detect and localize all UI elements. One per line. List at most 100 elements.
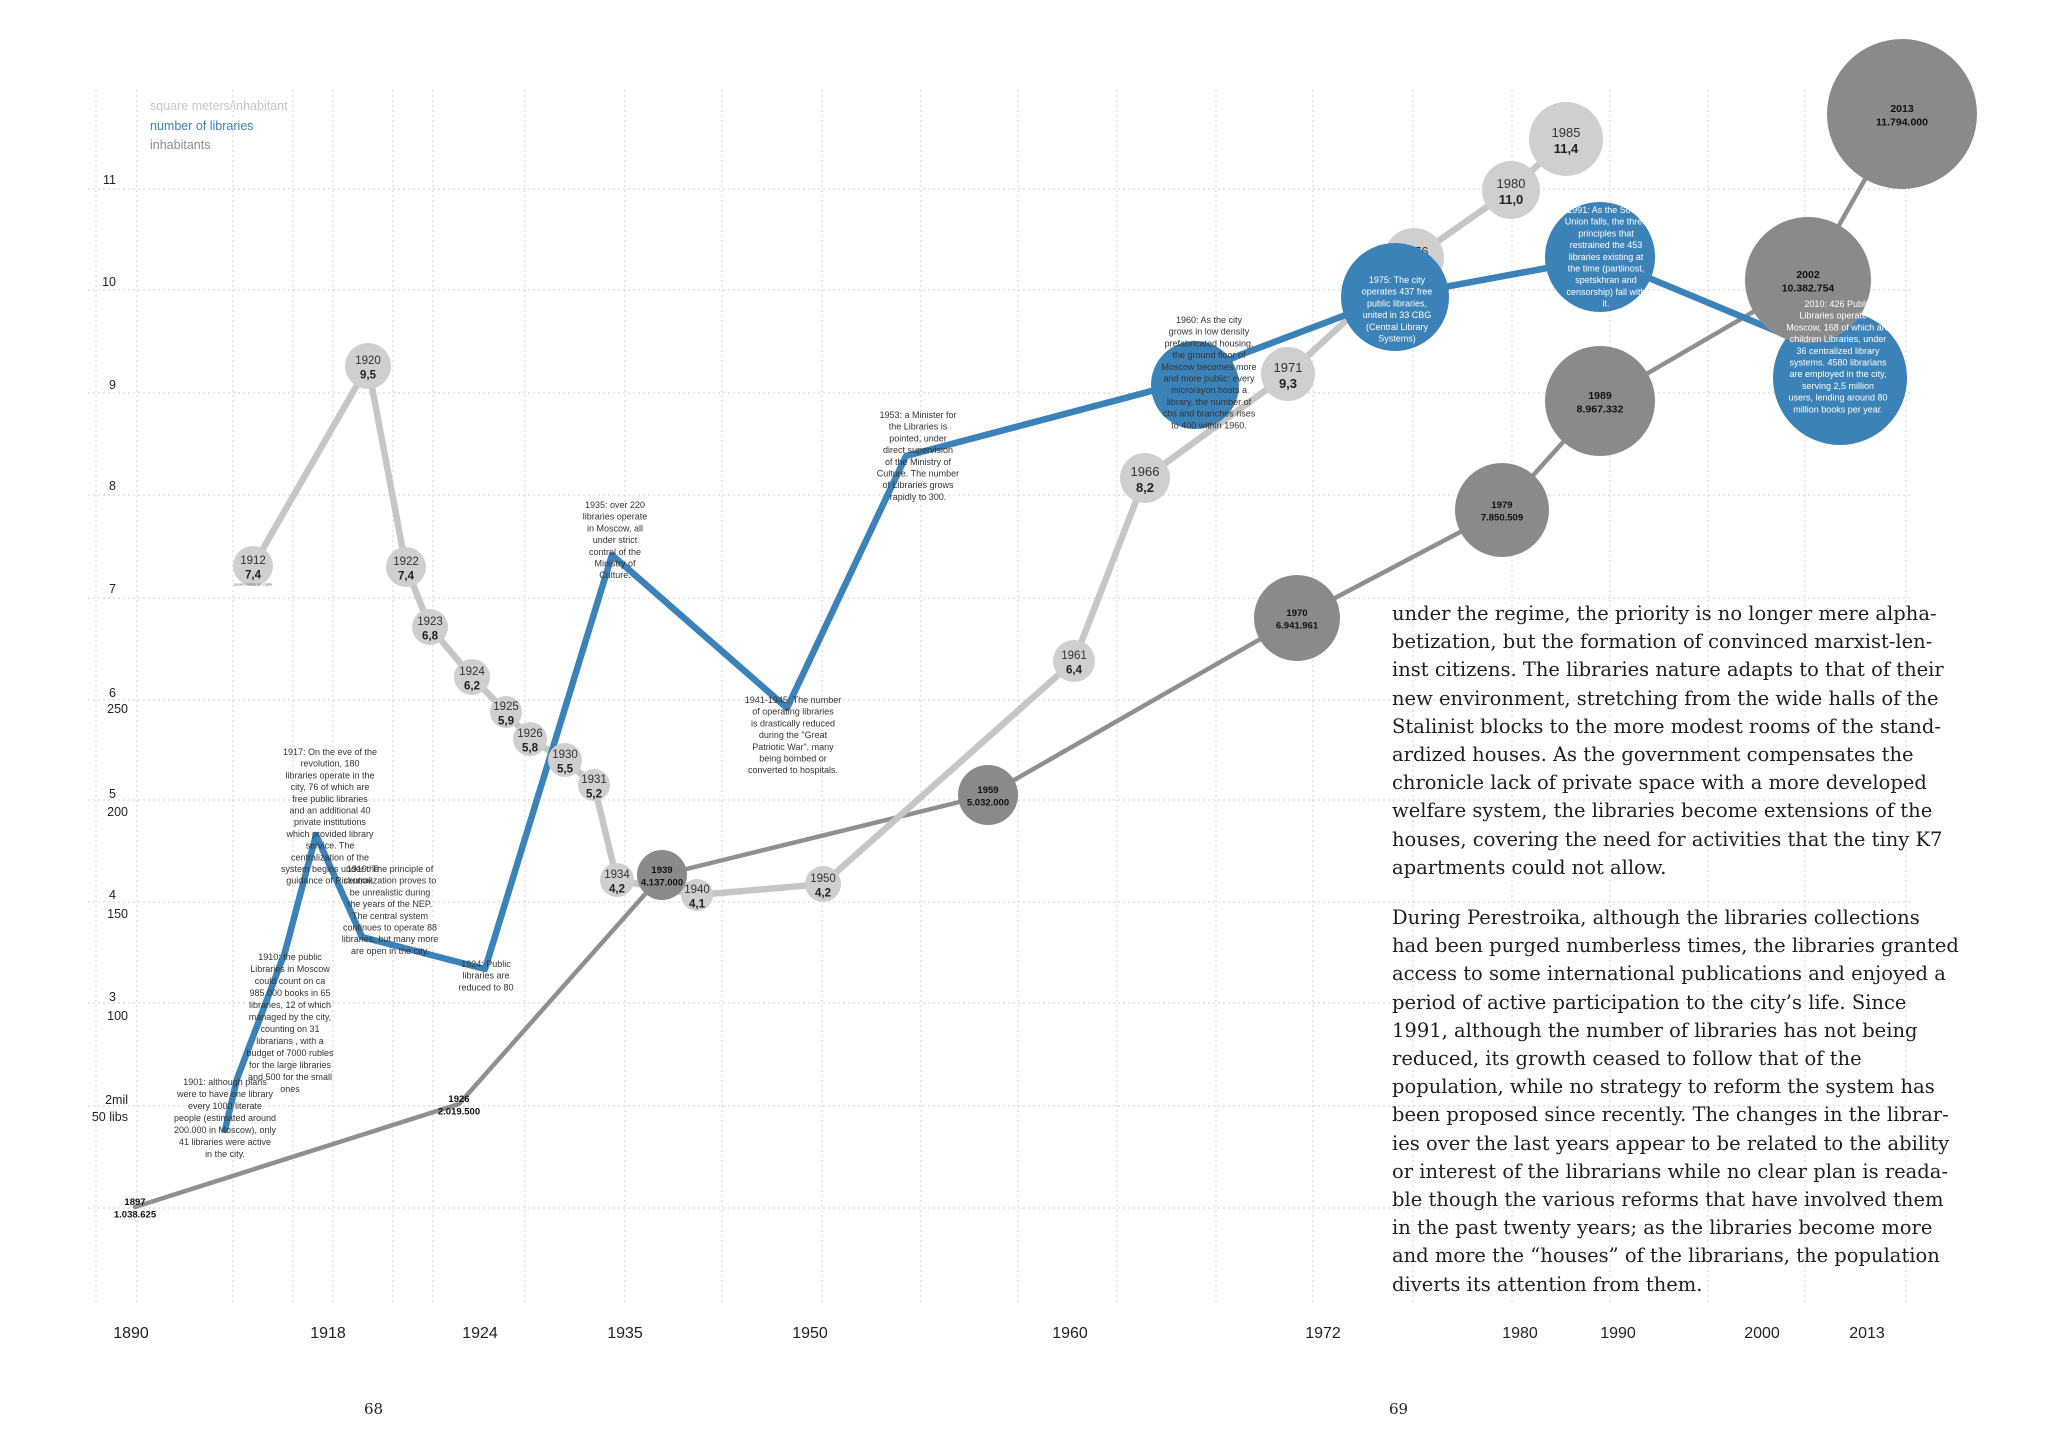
library-note: 1924: Public libraries are reduced to 80 <box>458 959 513 992</box>
library-note-line: and 500 for the small <box>248 1072 332 1082</box>
library-note-line: million books per year. <box>1793 404 1883 414</box>
inhabitants-bubble <box>1827 39 1977 189</box>
sqm-bubble <box>600 863 634 897</box>
library-note-line: libraries, but many more <box>342 934 439 944</box>
inhabitants-value-label: 6.941.961 <box>1276 621 1319 632</box>
sqm-year-label: 1950 <box>810 873 836 885</box>
inhabitants-bubble <box>1545 346 1655 456</box>
library-note-line: of the Ministry of <box>885 457 952 467</box>
x-tick-label: 1980 <box>1502 1325 1538 1342</box>
sqm-year-label: 1922 <box>393 556 419 568</box>
library-note-line: 1917: On the eve of the <box>283 747 377 757</box>
sqm-bubble <box>1261 347 1315 401</box>
library-note-line: people (estimated around <box>174 1113 276 1123</box>
inhabitants-value-label: 4.137.000 <box>641 878 683 889</box>
sqm-value-label: 4,1 <box>689 899 706 911</box>
library-note-line: Culture. <box>599 570 631 580</box>
library-note-line: counting on 31 <box>260 1024 319 1034</box>
library-note-line: 1960: As the city <box>1176 315 1243 325</box>
sqm-value-label: 11,4 <box>1554 141 1579 156</box>
library-note-line: The central system <box>352 911 428 921</box>
library-note: 1991: As the Soviet Union falls, the thre… <box>1565 205 1648 309</box>
inhabitants-year-label: 1939 <box>651 865 672 876</box>
x-tick-label: 1924 <box>462 1325 498 1342</box>
library-note: 1935: over 220 libraries operate in Moscow… <box>583 500 648 580</box>
x-tick-label: 1935 <box>607 1325 643 1342</box>
legend-inhabitants: inhabitants <box>150 138 211 152</box>
sqm-value-label: 5,2 <box>586 789 602 801</box>
library-note-line: converted to hospitals. <box>748 765 838 775</box>
x-tick-label: 1972 <box>1305 1325 1341 1342</box>
sqm-bubble <box>681 879 713 911</box>
sqm-bubble <box>233 546 273 586</box>
sqm-year-label: 1930 <box>552 749 578 761</box>
library-note-line: Culture. The number <box>877 469 959 479</box>
library-note-line: 1991: As the Soviet <box>1567 205 1645 215</box>
y-tick-label: 3 <box>109 990 116 1004</box>
x-tick-label: 1890 <box>113 1325 149 1342</box>
library-note-line: libraries existing at <box>1569 252 1644 262</box>
y-tick-label: 10 <box>102 275 116 289</box>
paragraph-2: During Perestroika, although the librari… <box>1392 906 1959 1296</box>
library-note-line: Libraries operate in <box>1799 311 1876 321</box>
library-note-line: 1941-1945: The number <box>745 695 841 705</box>
inhabitants-value-label: 7.850.509 <box>1481 513 1523 524</box>
library-note-line: library, the number of <box>1167 397 1252 407</box>
library-note-line: which provided library <box>285 829 374 839</box>
x-tick-label: 1960 <box>1052 1325 1088 1342</box>
sqm-bubble <box>548 743 582 777</box>
sqm-year-label: 1926 <box>517 728 543 740</box>
sqm-value-label: 4,2 <box>815 888 831 900</box>
x-axis: 1890 1918 1924 1935 1950 1960 1972 1980 1990 2000… <box>113 1325 1885 1342</box>
library-note: 2010: 426 Public Libraries operate in Mosc… <box>1786 299 1890 414</box>
y-tick-label: 100 <box>107 1009 128 1023</box>
library-note-line: united in 33 CBG <box>1363 310 1432 320</box>
library-note-line: direct supervision <box>883 445 953 455</box>
sqm-bubble <box>345 343 391 389</box>
library-note-line: for the large libraries <box>249 1060 332 1070</box>
y-tick-label: 200 <box>107 805 128 819</box>
sqm-value-label: 9,5 <box>360 370 377 382</box>
library-note-line: Systems) <box>1378 334 1416 344</box>
library-note-line: rapidly to 300. <box>890 492 947 502</box>
library-note-line: system begins under the <box>281 864 379 874</box>
library-note-line: centralization of the <box>291 852 369 862</box>
libraries-bubble <box>1545 202 1655 312</box>
library-note-line: 1901: although plans <box>183 1077 267 1087</box>
library-note: 1941-1945: The number of operating librar… <box>745 695 841 775</box>
sqm-year-label: 1934 <box>604 869 630 881</box>
library-note-line: control of the <box>589 547 641 557</box>
library-note: 1910: the public Libraries in Moscow could… <box>246 952 334 1094</box>
library-note-line: grows in low density <box>1169 327 1250 337</box>
sqm-value-label: 5,5 <box>557 764 574 776</box>
library-note-line: free public libraries <box>292 794 368 804</box>
libraries-bubble <box>1341 243 1449 351</box>
library-note: 1917: On the eve of the revolution, 180 li… <box>281 747 379 886</box>
sqm-bubble <box>412 609 448 645</box>
library-note-line: in the city. <box>205 1149 245 1159</box>
sqm-value-label: 7,4 <box>245 570 262 582</box>
library-note-line: Moscow becomes more <box>1161 362 1256 372</box>
library-note-line: Union falls, the three <box>1565 217 1648 227</box>
library-note-line: libraries operate in the <box>285 770 374 780</box>
library-note-line: users, lending around 80 <box>1788 393 1887 403</box>
sqm-value-label: 6,4 <box>1066 665 1083 677</box>
inhabitants-year-label: 1897 <box>124 1197 145 1208</box>
inhabitants-bubble <box>1745 217 1871 343</box>
sqm-value-label: 8,2 <box>1136 480 1154 495</box>
inhabitants-year-label: 1989 <box>1588 390 1612 402</box>
sqm-year-label: 1966 <box>1131 464 1160 479</box>
body-text: under the regime, the priority is no lon… <box>1392 600 1962 1321</box>
library-note-line: the time (partiinost, <box>1568 264 1645 274</box>
library-note-line: the years of the NEP. <box>348 899 432 909</box>
library-note-line: the ground floor of <box>1172 350 1246 360</box>
library-note-line: microrayon hosts a <box>1171 385 1247 395</box>
sqm-year-label: 1985 <box>1552 125 1581 140</box>
library-note-line: private institutions <box>294 817 367 827</box>
sqm-value-label: 4,2 <box>609 884 625 896</box>
inhabitants-value-label: 1.038.625 <box>114 1210 157 1221</box>
library-note: 1901: although plans were to have one lib… <box>174 1077 277 1159</box>
annotations: 1901: although plans were to have one lib… <box>174 205 1890 1159</box>
library-note-line: 1953: a Minister for <box>879 410 956 420</box>
